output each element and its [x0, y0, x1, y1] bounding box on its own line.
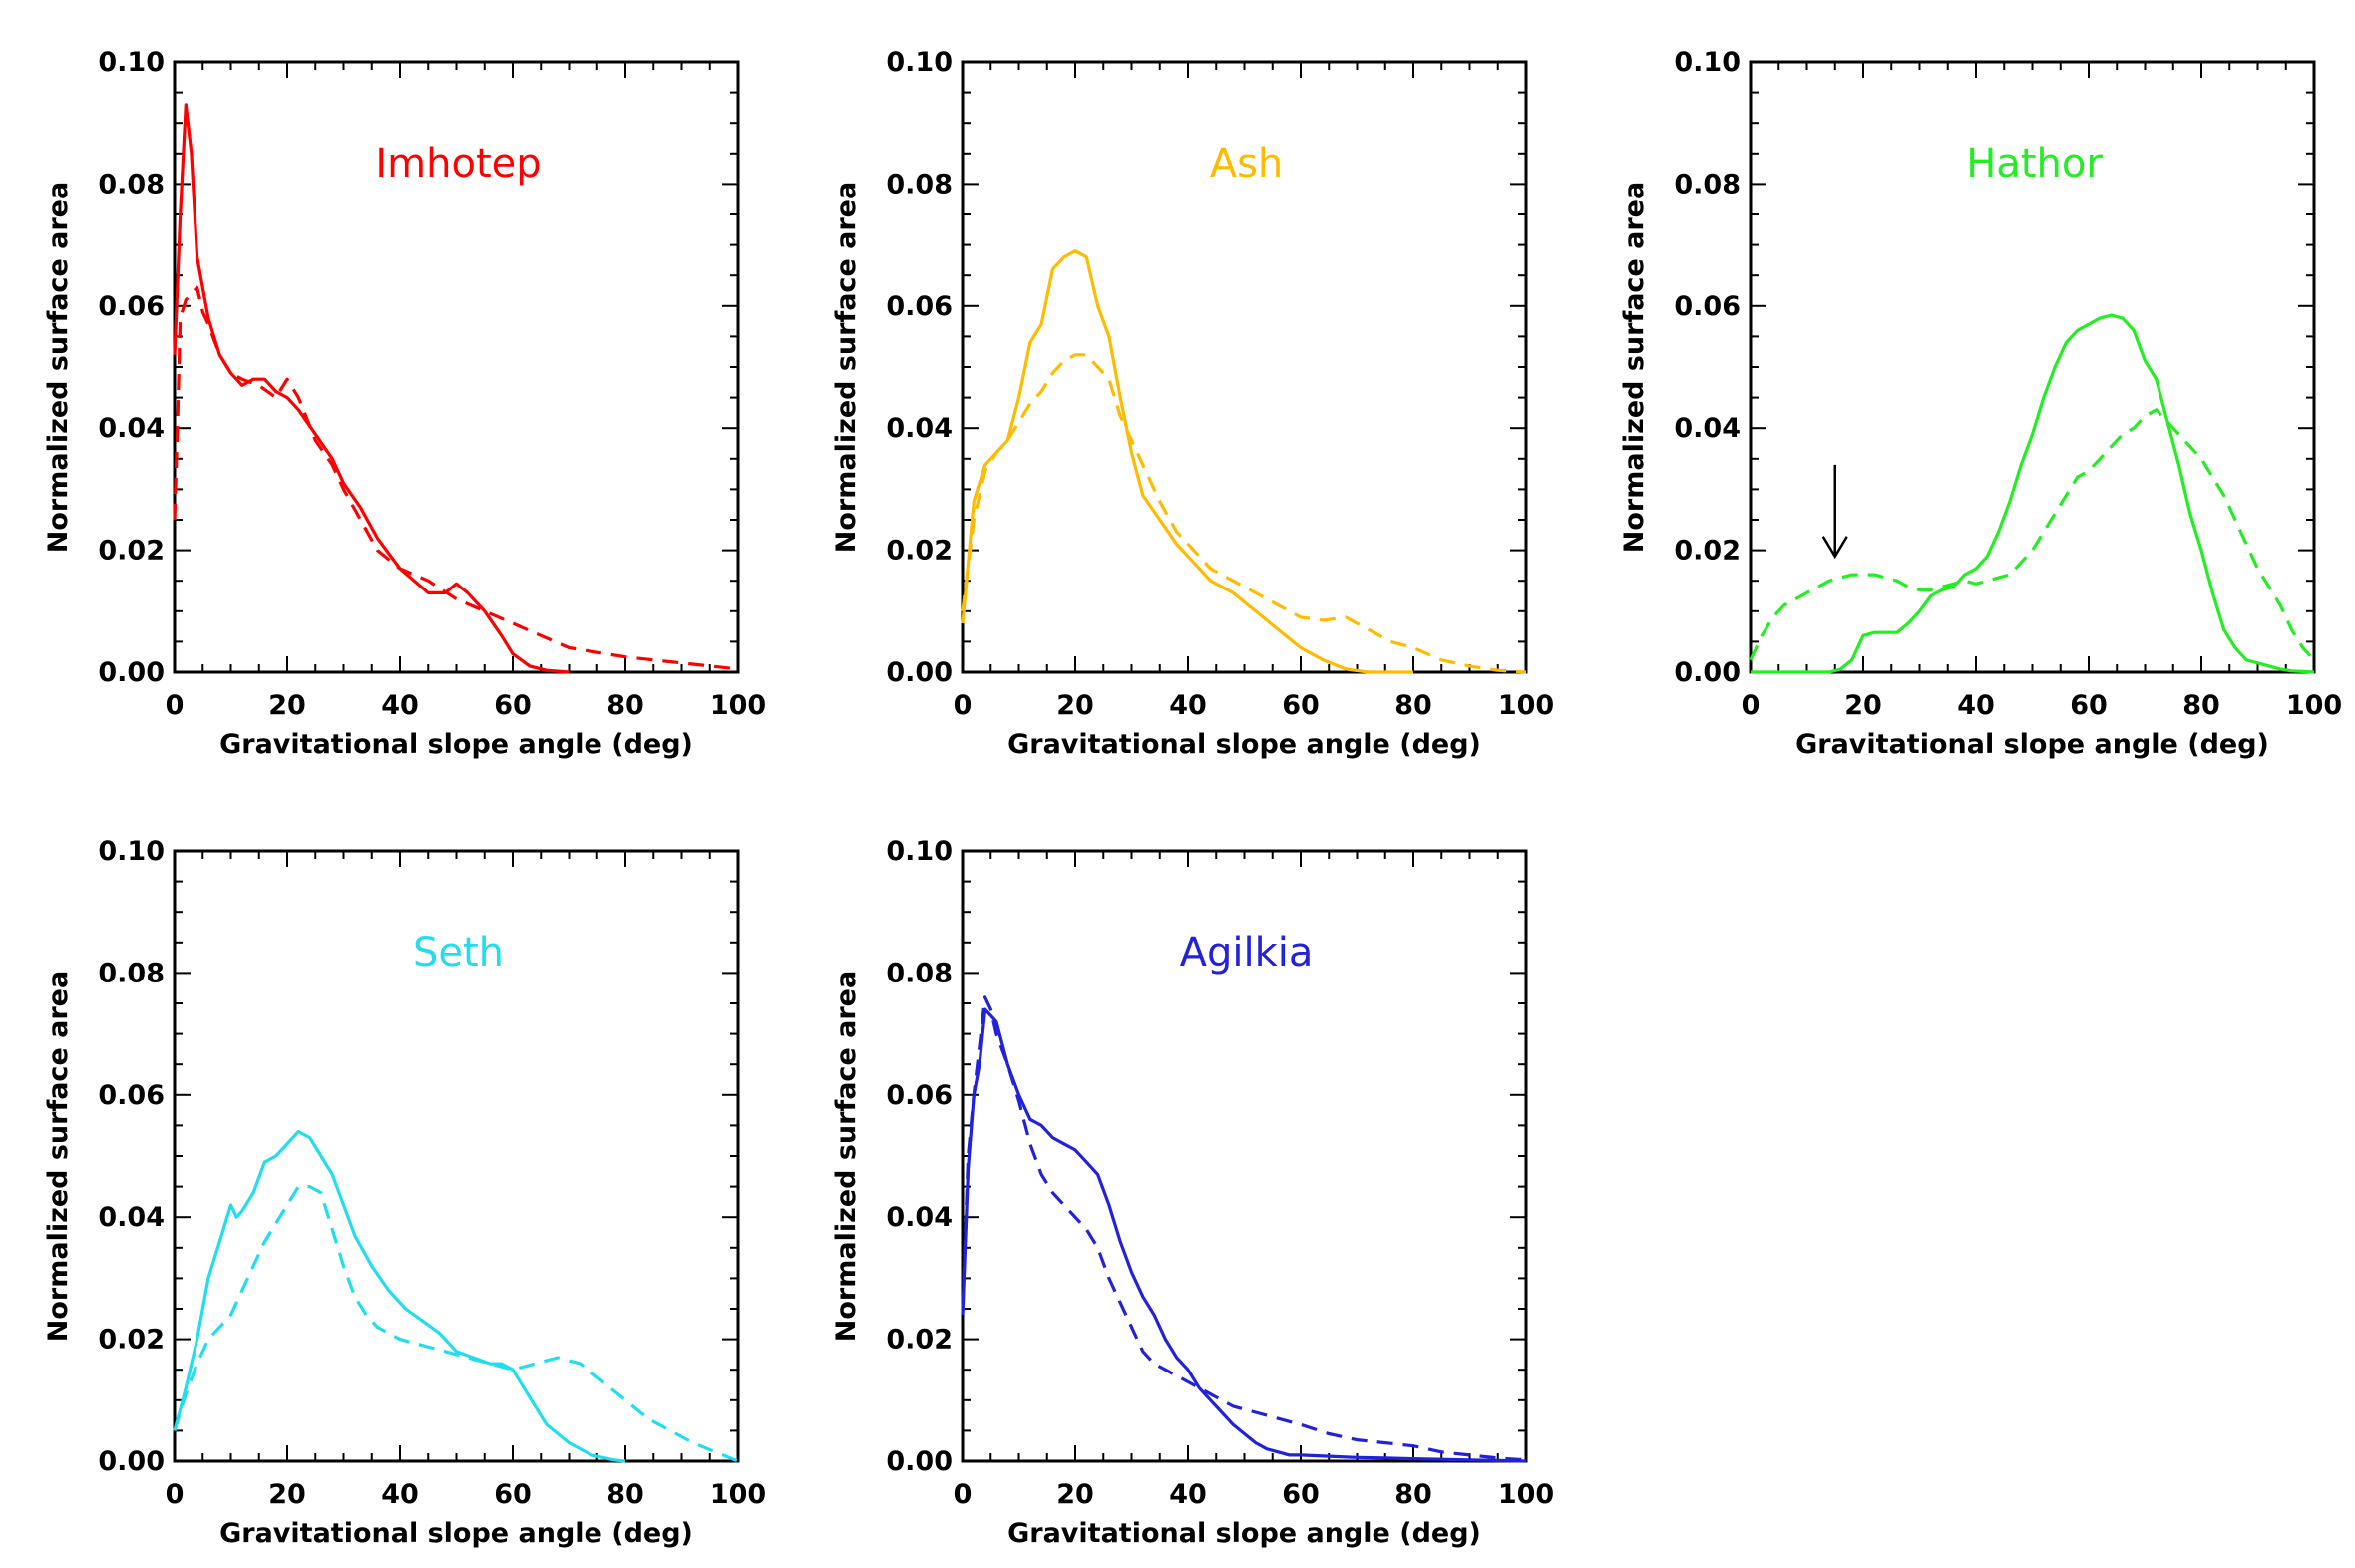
y-tick-label: 0.08 — [886, 958, 953, 988]
panel-title: Ash — [1210, 141, 1284, 187]
series-line-solid — [173, 1129, 626, 1463]
y-tick-label: 0.10 — [886, 836, 953, 867]
x-tick-label: 60 — [2070, 690, 2108, 721]
y-tick-label: 0.00 — [886, 1446, 953, 1477]
series-line-dashed — [1749, 408, 2316, 661]
series-line-solid — [961, 249, 1413, 674]
y-tick-label: 0.02 — [98, 1325, 165, 1356]
y-tick-label: 0.00 — [886, 657, 953, 688]
y-tick-label: 0.08 — [1674, 169, 1741, 199]
x-tick-label: 80 — [1394, 1479, 1432, 1510]
x-axis-label: Gravitational slope angle (deg) — [219, 729, 693, 760]
y-tick-label: 0.02 — [886, 1325, 953, 1356]
y-tick-label: 0.10 — [886, 47, 953, 78]
x-tick-label: 0 — [166, 1479, 185, 1510]
x-tick-label: 80 — [606, 1479, 644, 1510]
y-tick-label: 0.08 — [98, 958, 165, 988]
x-tick-label: 100 — [1498, 1479, 1554, 1510]
x-tick-label: 20 — [268, 1479, 306, 1510]
chart-panel-seth: 0 20 40 60 80 100 0.00 0.02 0.04 0.06 0.08 0.10 Grav… — [43, 836, 766, 1549]
y-tick-label: 0.04 — [1674, 413, 1741, 444]
x-axis-label: Gravitational slope angle (deg) — [219, 1518, 693, 1549]
x-tick-label: 100 — [710, 1479, 766, 1510]
y-tick-label: 0.06 — [886, 1080, 953, 1111]
y-tick-label: 0.06 — [98, 291, 165, 322]
x-tick-label: 60 — [1282, 690, 1320, 721]
x-tick-label: 0 — [166, 690, 185, 721]
y-axis-label: Normalized surface area — [43, 971, 74, 1342]
x-tick-label: 60 — [494, 690, 532, 721]
y-tick-label: 0.04 — [886, 413, 953, 444]
series-line-solid — [173, 103, 570, 674]
y-axis-label: Normalized surface area — [831, 182, 862, 553]
y-tick-label: 0.10 — [1674, 47, 1741, 78]
panel-title: Imhotep — [375, 141, 541, 187]
panel-title: Seth — [413, 930, 504, 976]
x-tick-label: 60 — [1282, 1479, 1320, 1510]
y-tick-label: 0.04 — [98, 1202, 165, 1233]
y-tick-label: 0.10 — [98, 836, 165, 867]
chart-panel-imhotep: 0 20 40 60 80 100 0.00 0.02 0.04 0.06 0.08 0.10 Grav… — [43, 47, 766, 760]
x-tick-label: 100 — [1498, 690, 1554, 721]
x-tick-label: 80 — [606, 690, 644, 721]
x-tick-label: 20 — [1056, 690, 1094, 721]
x-tick-label: 0 — [1742, 690, 1761, 721]
x-tick-label: 80 — [1394, 690, 1432, 721]
x-tick-label: 40 — [1957, 690, 1995, 721]
x-axis-label: Gravitational slope angle (deg) — [1007, 1518, 1481, 1549]
chart-panel-ash: 0 20 40 60 80 100 0.00 0.02 0.04 0.06 0.08 0.10 Grav… — [831, 47, 1554, 760]
panel-title: Hathor — [1966, 141, 2103, 187]
y-axis-label: Normalized surface area — [43, 182, 74, 553]
y-tick-label: 0.10 — [98, 47, 165, 78]
x-axis-label: Gravitational slope angle (deg) — [1795, 729, 2269, 760]
series-line-dashed — [961, 995, 1527, 1462]
y-tick-label: 0.06 — [1674, 291, 1741, 322]
x-tick-label: 100 — [2286, 690, 2342, 721]
series-line-dashed — [173, 285, 739, 671]
y-tick-label: 0.04 — [98, 413, 165, 444]
x-tick-label: 20 — [268, 690, 306, 721]
chart-panel-hathor: 0 20 40 60 80 100 0.00 0.02 0.04 0.06 0.08 0.10 Grav… — [1619, 47, 2342, 760]
x-tick-label: 40 — [381, 1479, 419, 1510]
x-tick-label: 0 — [954, 690, 973, 721]
x-tick-label: 100 — [710, 690, 766, 721]
y-tick-label: 0.02 — [98, 536, 165, 567]
x-tick-label: 40 — [1169, 690, 1207, 721]
y-tick-label: 0.02 — [1674, 536, 1741, 567]
x-tick-label: 20 — [1056, 1479, 1094, 1510]
x-tick-label: 0 — [954, 1479, 973, 1510]
chart-panel-agilkia: 0 20 40 60 80 100 0.00 0.02 0.04 0.06 0.08 0.10 Grav… — [831, 836, 1554, 1549]
y-tick-label: 0.06 — [886, 291, 953, 322]
x-tick-label: 60 — [494, 1479, 532, 1510]
x-tick-label: 20 — [1844, 690, 1882, 721]
arrow-head — [1821, 536, 1848, 560]
y-tick-label: 0.00 — [1674, 657, 1741, 688]
y-tick-label: 0.04 — [886, 1202, 953, 1233]
x-tick-label: 40 — [381, 690, 419, 721]
y-tick-label: 0.02 — [886, 536, 953, 567]
y-tick-label: 0.06 — [98, 1080, 165, 1111]
x-tick-label: 40 — [1169, 1479, 1207, 1510]
x-tick-label: 80 — [2182, 690, 2220, 721]
y-axis-label: Normalized surface area — [1619, 182, 1650, 553]
series-line-solid — [961, 1007, 1527, 1463]
series-line-solid — [1751, 313, 2315, 674]
y-tick-label: 0.08 — [886, 169, 953, 199]
panel-title: Agilkia — [1180, 930, 1314, 976]
y-tick-label: 0.00 — [98, 1446, 165, 1477]
y-tick-label: 0.00 — [98, 657, 165, 688]
arrow-annotation — [1821, 464, 1848, 560]
series-line-dashed — [173, 1184, 739, 1463]
series-line-dashed — [961, 353, 1527, 674]
x-axis-label: Gravitational slope angle (deg) — [1007, 729, 1481, 760]
panels-container: 0 20 40 60 80 100 0.00 0.02 0.04 0.06 0.08 0.10 Grav… — [43, 47, 2342, 1549]
y-tick-label: 0.08 — [98, 169, 165, 199]
y-axis-label: Normalized surface area — [831, 971, 862, 1342]
